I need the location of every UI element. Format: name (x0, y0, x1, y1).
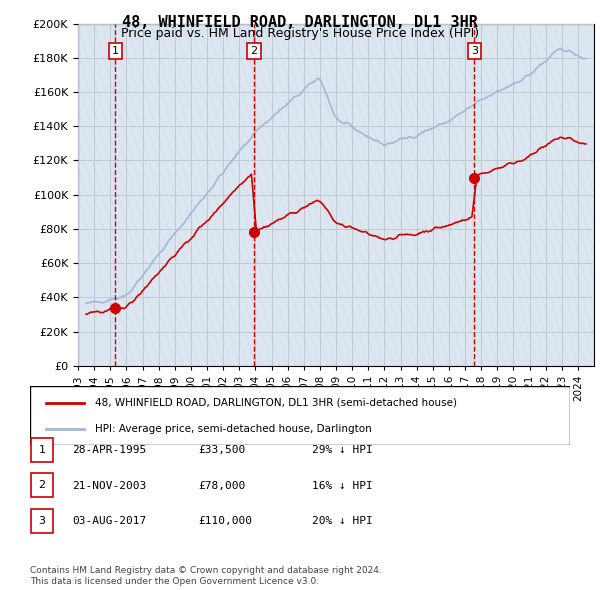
Text: £110,000: £110,000 (198, 516, 252, 526)
Text: 48, WHINFIELD ROAD, DARLINGTON, DL1 3HR (semi-detached house): 48, WHINFIELD ROAD, DARLINGTON, DL1 3HR … (95, 398, 457, 408)
Text: 16% ↓ HPI: 16% ↓ HPI (312, 481, 373, 490)
Text: Price paid vs. HM Land Registry's House Price Index (HPI): Price paid vs. HM Land Registry's House … (121, 27, 479, 40)
Text: 1: 1 (112, 46, 119, 56)
Text: 21-NOV-2003: 21-NOV-2003 (72, 481, 146, 490)
FancyBboxPatch shape (30, 386, 570, 445)
Text: 3: 3 (471, 46, 478, 56)
Text: £78,000: £78,000 (198, 481, 245, 490)
Text: This data is licensed under the Open Government Licence v3.0.: This data is licensed under the Open Gov… (30, 577, 319, 586)
FancyBboxPatch shape (31, 509, 53, 533)
Text: HPI: Average price, semi-detached house, Darlington: HPI: Average price, semi-detached house,… (95, 424, 371, 434)
Text: 28-APR-1995: 28-APR-1995 (72, 445, 146, 455)
Text: Contains HM Land Registry data © Crown copyright and database right 2024.: Contains HM Land Registry data © Crown c… (30, 566, 382, 575)
Text: 2: 2 (38, 480, 46, 490)
Text: 20% ↓ HPI: 20% ↓ HPI (312, 516, 373, 526)
FancyBboxPatch shape (31, 473, 53, 497)
Text: 03-AUG-2017: 03-AUG-2017 (72, 516, 146, 526)
FancyBboxPatch shape (31, 438, 53, 462)
Text: 2: 2 (250, 46, 257, 56)
Text: £33,500: £33,500 (198, 445, 245, 455)
Text: 1: 1 (38, 445, 46, 455)
Text: 29% ↓ HPI: 29% ↓ HPI (312, 445, 373, 455)
Text: 48, WHINFIELD ROAD, DARLINGTON, DL1 3HR: 48, WHINFIELD ROAD, DARLINGTON, DL1 3HR (122, 15, 478, 30)
Text: 3: 3 (38, 516, 46, 526)
